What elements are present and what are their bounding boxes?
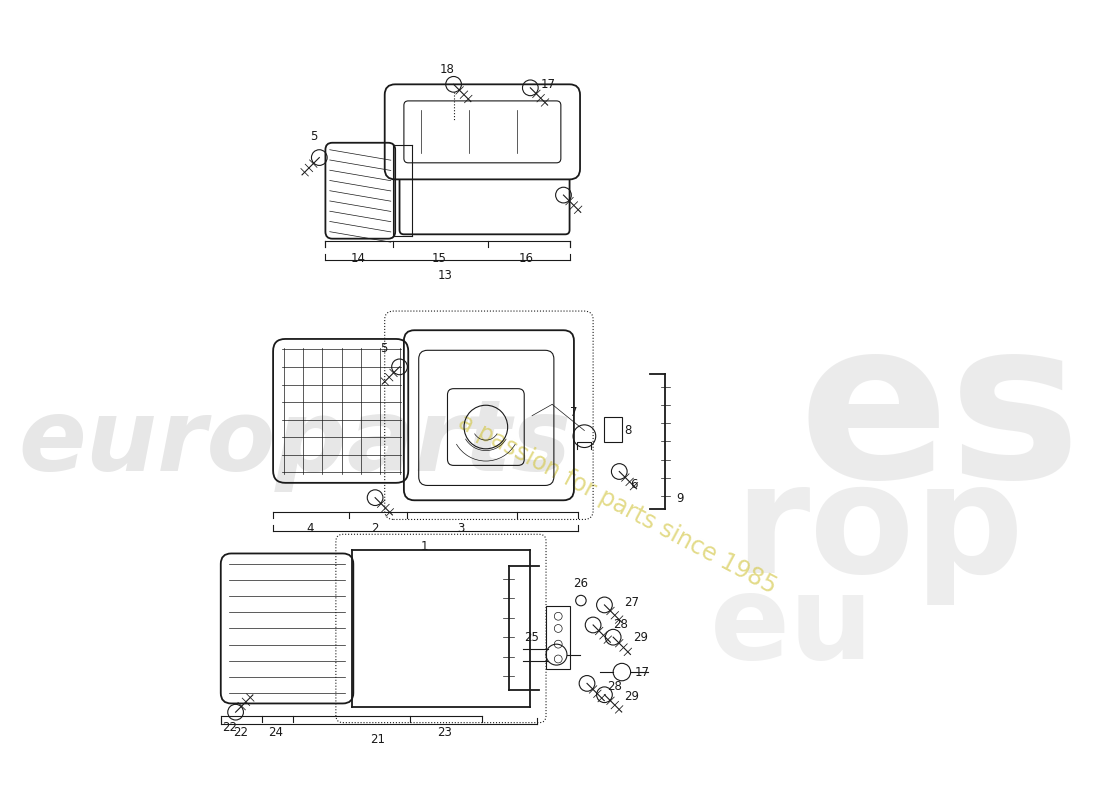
- Text: 27: 27: [625, 596, 639, 609]
- Text: 17: 17: [635, 666, 650, 678]
- Text: 18: 18: [440, 62, 455, 76]
- Text: 28: 28: [607, 679, 621, 693]
- Bar: [605, 418, 621, 442]
- Text: 5: 5: [310, 130, 318, 142]
- Text: 1: 1: [420, 539, 428, 553]
- Text: 28: 28: [613, 618, 628, 631]
- Text: 4: 4: [307, 522, 315, 535]
- Text: 14: 14: [350, 252, 365, 265]
- FancyBboxPatch shape: [385, 84, 580, 179]
- Text: 23: 23: [438, 726, 452, 739]
- Text: 7: 7: [570, 406, 578, 419]
- Text: 13: 13: [438, 269, 452, 282]
- Text: 17: 17: [541, 78, 556, 91]
- Text: europarts: europarts: [19, 395, 571, 492]
- Text: es: es: [799, 310, 1081, 525]
- Text: eu: eu: [710, 570, 874, 684]
- Text: rop: rop: [735, 456, 1024, 606]
- Text: 9: 9: [676, 492, 683, 505]
- Text: 3: 3: [456, 522, 464, 535]
- Text: 15: 15: [431, 252, 447, 265]
- Text: 21: 21: [371, 733, 385, 746]
- Text: 2: 2: [372, 522, 378, 535]
- Text: 6: 6: [630, 478, 638, 491]
- Text: 26: 26: [573, 577, 588, 590]
- Text: a passion for parts since 1985: a passion for parts since 1985: [454, 410, 781, 599]
- Text: 8: 8: [625, 424, 631, 437]
- Text: 29: 29: [625, 690, 639, 703]
- Text: 5: 5: [381, 342, 387, 354]
- Text: 24: 24: [268, 726, 283, 739]
- Bar: [546, 606, 571, 669]
- Text: 29: 29: [634, 630, 648, 644]
- Text: 25: 25: [525, 630, 539, 644]
- Text: 16: 16: [518, 252, 534, 265]
- Text: 22: 22: [222, 721, 236, 734]
- Text: 22: 22: [233, 726, 249, 739]
